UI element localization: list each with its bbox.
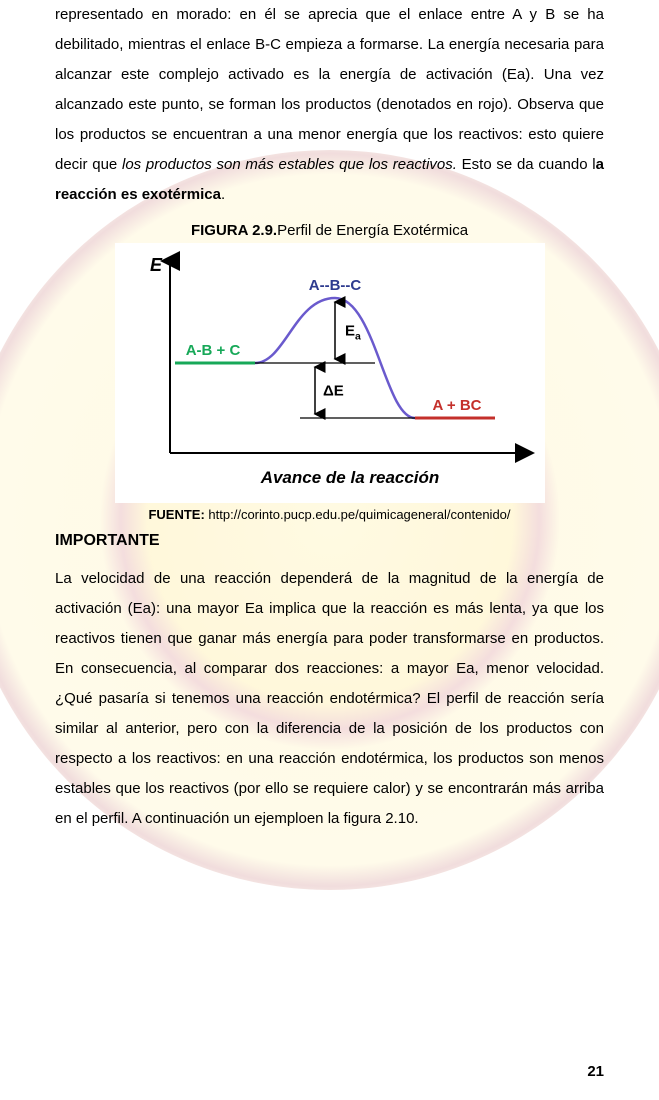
figure-caption: FIGURA 2.9.Perfil de Energía Exotérmica [55,222,604,239]
svg-text:A + BC: A + BC [432,397,481,414]
figure-caption-rest: Perfil de Energía Exotérmica [277,222,468,239]
importante-heading: IMPORTANTE [55,532,604,550]
energy-profile-chart: E Avance de la reacción A--B--C A-B + C A + … [115,243,545,503]
paragraph-1: representado en morado: en él se aprecia… [55,0,604,210]
page-number: 21 [587,1063,604,1080]
svg-text:A-B + C: A-B + C [185,342,240,359]
figure-source-url: http://corinto.pucp.edu.pe/quimicagenera… [208,507,510,522]
p1-part2: Esto se da cuando l [457,156,596,173]
svg-text:Avance de la reacción: Avance de la reacción [259,468,439,487]
p1-part1: representado en morado: en él se aprecia… [55,6,604,173]
svg-text:ΔE: ΔE [323,383,344,400]
p1-italic: los productos son más estables que los r… [122,156,457,173]
figure-container: E Avance de la reacción A--B--C A-B + C A + … [55,243,604,503]
paragraph-2: La velocidad de una reacción dependerá d… [55,564,604,834]
svg-text:E: E [150,255,163,275]
svg-text:A--B--C: A--B--C [308,277,361,294]
p1-part3: . [221,186,225,203]
figure-source: FUENTE: http://corinto.pucp.edu.pe/quimi… [55,507,604,522]
figure-caption-lead: FIGURA 2.9. [191,222,277,239]
figure-source-lead: FUENTE: [148,507,208,522]
